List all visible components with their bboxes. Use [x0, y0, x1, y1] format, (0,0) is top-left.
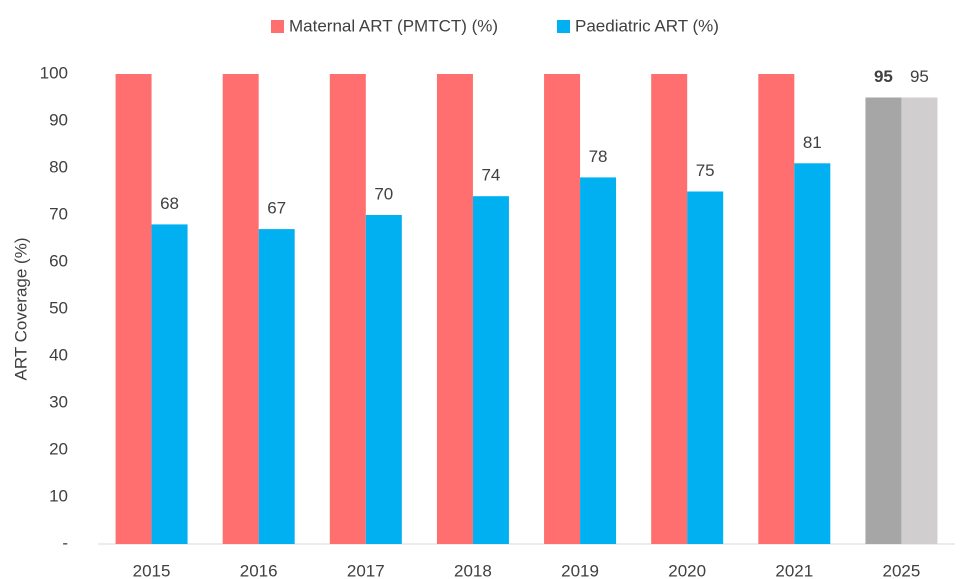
x-tick-label: 2016: [240, 561, 278, 579]
x-tick-label: 2018: [454, 561, 492, 579]
x-tick-label: 2019: [561, 561, 599, 579]
data-label: 67: [267, 199, 286, 218]
y-tick-label: 100: [40, 63, 68, 82]
bar: [544, 74, 581, 544]
y-tick-label: 70: [49, 204, 68, 223]
bar: [794, 163, 831, 545]
bar: [258, 229, 295, 544]
legend-swatch: [557, 20, 570, 33]
bar: [365, 215, 402, 544]
legend-swatch: [271, 20, 284, 33]
x-tick-label: 2021: [775, 561, 813, 579]
y-axis-label: ART Coverage (%): [11, 238, 30, 381]
legend-label: Maternal ART (PMTCT) (%): [289, 16, 498, 35]
bar: [472, 196, 509, 544]
x-tick-label: 2017: [347, 561, 385, 579]
y-tick-label: 90: [49, 110, 68, 129]
x-tick-label: 2015: [133, 561, 171, 579]
bar: [115, 74, 152, 544]
x-tick-label: 2025: [883, 561, 921, 579]
data-label: 81: [803, 133, 822, 152]
bar: [329, 74, 366, 544]
y-tick-label: 20: [49, 439, 68, 458]
data-label: 68: [160, 194, 179, 213]
y-tick-label: 40: [49, 345, 68, 364]
legend-label: Paediatric ART (%): [575, 16, 719, 35]
y-tick-label: 60: [49, 251, 68, 270]
data-label: 74: [481, 166, 500, 185]
y-tick-label: -: [62, 533, 68, 552]
data-label: 95: [874, 67, 893, 86]
bar: [758, 74, 795, 544]
bar: [436, 74, 473, 544]
data-label: 75: [696, 161, 715, 180]
bar: [222, 74, 259, 544]
x-tick-label: 2020: [668, 561, 706, 579]
bar: [580, 177, 617, 544]
y-tick-label: 30: [49, 392, 68, 411]
bar: [687, 191, 724, 544]
bar: [151, 224, 188, 544]
data-label: 95: [910, 67, 929, 86]
data-label: 70: [374, 184, 393, 203]
y-tick-label: 10: [49, 486, 68, 505]
y-tick-label: 80: [49, 157, 68, 176]
bar: [865, 97, 902, 544]
data-label: 78: [589, 147, 608, 166]
bar: [651, 74, 688, 544]
y-tick-label: 50: [49, 298, 68, 317]
bar: [901, 97, 938, 544]
